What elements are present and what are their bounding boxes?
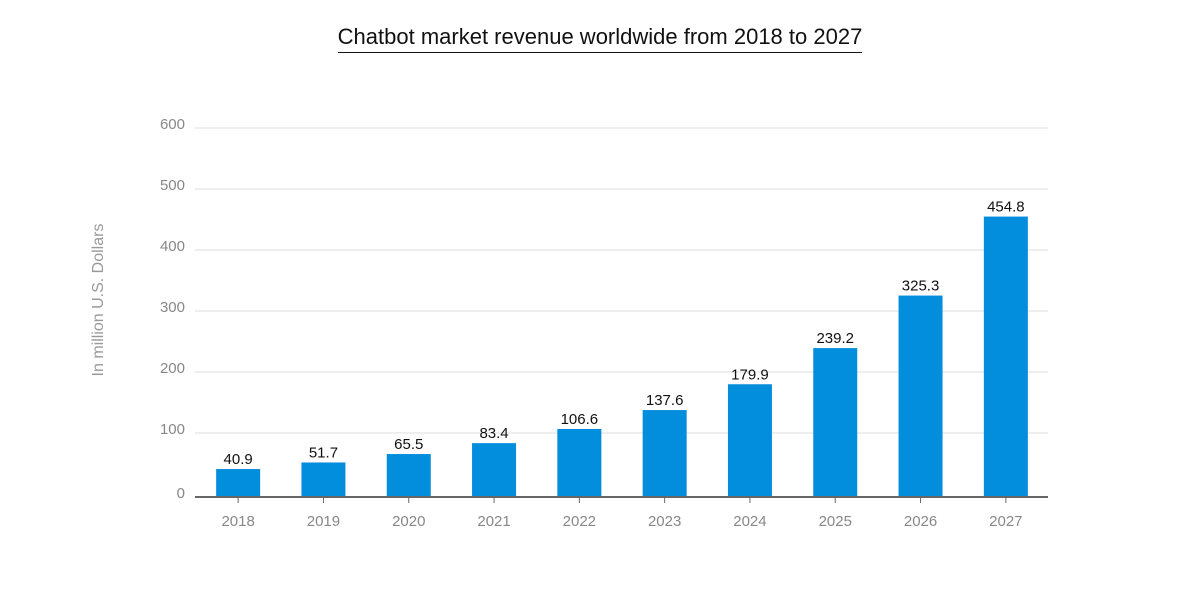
bar-2024 bbox=[727, 384, 772, 496]
bar-2020 bbox=[386, 454, 431, 496]
data-label-2026: 325.3 bbox=[902, 278, 940, 295]
y-tick-label: 100 bbox=[160, 421, 185, 438]
x-tick-label: 2026 bbox=[904, 513, 937, 530]
bar-2025 bbox=[813, 348, 858, 496]
data-label-2022: 106.6 bbox=[561, 411, 599, 428]
bar-2027 bbox=[983, 216, 1028, 496]
y-tick-label: 0 bbox=[177, 485, 185, 502]
y-tick-label: 400 bbox=[160, 238, 185, 255]
data-label-2023: 137.6 bbox=[646, 392, 684, 409]
x-tick-label: 2022 bbox=[563, 513, 596, 530]
y-tick-label: 300 bbox=[160, 299, 185, 316]
data-label-2025: 239.2 bbox=[816, 330, 854, 347]
y-axis-label: In million U.S. Dollars bbox=[90, 224, 107, 377]
x-tick-label: 2020 bbox=[392, 513, 425, 530]
x-tick-label: 2021 bbox=[477, 513, 510, 530]
y-tick-label: 200 bbox=[160, 360, 185, 377]
y-tick-label: 500 bbox=[160, 177, 185, 194]
data-label-2020: 65.5 bbox=[394, 436, 423, 453]
y-tick-label: 600 bbox=[160, 116, 185, 133]
x-tick-label: 2027 bbox=[989, 513, 1022, 530]
x-tick-label: 2019 bbox=[307, 513, 340, 530]
data-label-2018: 40.9 bbox=[224, 451, 253, 468]
x-tick-label: 2023 bbox=[648, 513, 681, 530]
x-tick-label: 2025 bbox=[819, 513, 852, 530]
bar-2019 bbox=[301, 462, 346, 496]
bar-2018 bbox=[216, 469, 261, 496]
data-label-2024: 179.9 bbox=[731, 366, 769, 383]
data-label-2019: 51.7 bbox=[309, 444, 338, 461]
bar-2021 bbox=[472, 443, 517, 496]
data-label-2027: 454.8 bbox=[987, 199, 1025, 216]
bar-2022 bbox=[557, 428, 602, 496]
bar-2026 bbox=[898, 295, 943, 496]
bar-2023 bbox=[642, 410, 687, 496]
x-tick-label: 2018 bbox=[221, 513, 254, 530]
chart-title: Chatbot market revenue worldwide from 20… bbox=[0, 24, 1200, 53]
x-tick-label: 2024 bbox=[733, 513, 766, 530]
data-label-2021: 83.4 bbox=[479, 425, 508, 442]
